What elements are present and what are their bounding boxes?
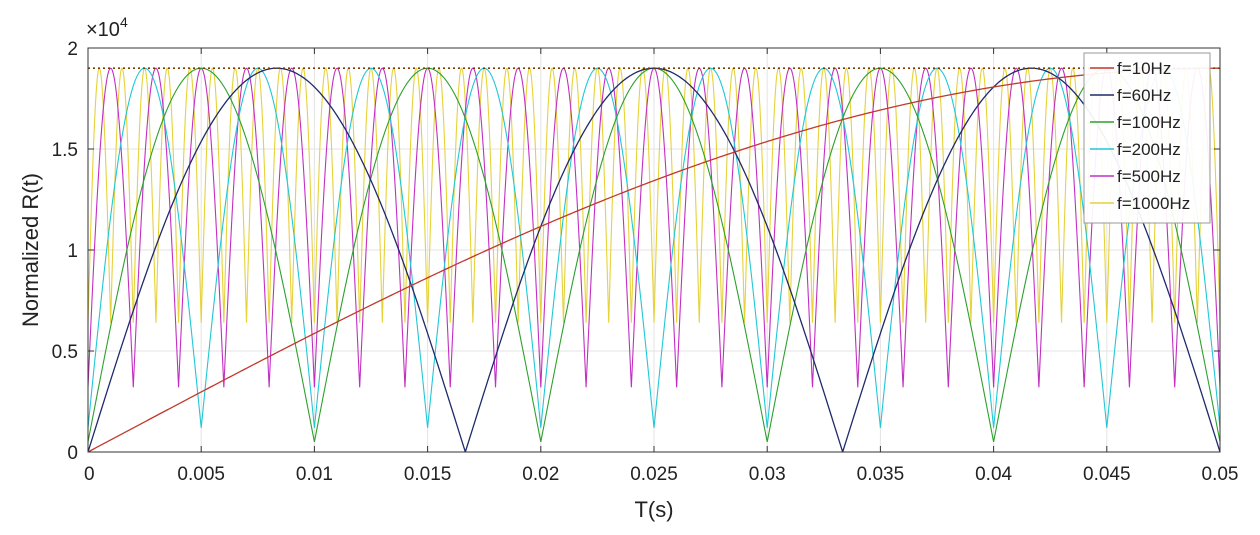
x-tick-label: 0.015: [404, 464, 452, 485]
x-tick-label: 0.05: [1202, 464, 1239, 485]
y-axis-title: Normalized R(t): [18, 173, 43, 327]
legend-label: f=60Hz: [1117, 86, 1171, 105]
x-ticks: 0 0.005 0.01 0.015 0.02 0.025 0.03 0.035 0.04 0.0…: [84, 48, 1238, 485]
legend: f=10Hz f=60Hz f=100Hz f=200Hz f=500Hz f=1000H…: [1083, 52, 1211, 224]
legend-label: f=1000Hz: [1117, 194, 1190, 213]
y-exponent: 4: [120, 14, 128, 30]
y-tick-label: 0.5: [52, 342, 78, 363]
y-tick-label: 2: [67, 39, 78, 60]
series-lines: [88, 67, 1220, 452]
series-line-f=200Hz: [88, 67, 1220, 428]
legend-label: f=10Hz: [1117, 59, 1171, 78]
y-tick-label: 1: [67, 241, 78, 262]
x-tick-label: 0.045: [1083, 464, 1131, 485]
legend-box: [1083, 52, 1211, 224]
y-tick-label: 1.5: [52, 140, 78, 161]
x-tick-label: 0.03: [749, 464, 786, 485]
x-axis-title: T(s): [634, 497, 673, 522]
series-line-f=10Hz: [88, 67, 1220, 452]
legend-label: f=500Hz: [1117, 167, 1181, 186]
x-tick-label: 0.025: [630, 464, 678, 485]
x-tick-label: 0.04: [975, 464, 1012, 485]
y-multiplier: ×104: [86, 14, 128, 41]
x-tick-label: 0.035: [857, 464, 905, 485]
x-tick-label: 0: [84, 464, 95, 485]
y-ticks: 0 0.5 1 1.5 2: [52, 39, 1220, 464]
x-tick-label: 0.02: [522, 464, 559, 485]
legend-label: f=100Hz: [1117, 113, 1181, 132]
y-tick-label: 0: [67, 443, 78, 464]
series-line-f=1000Hz: [88, 67, 1220, 323]
x-tick-label: 0.005: [177, 464, 225, 485]
legend-label: f=200Hz: [1117, 140, 1181, 159]
x-tick-label: 0.01: [296, 464, 333, 485]
